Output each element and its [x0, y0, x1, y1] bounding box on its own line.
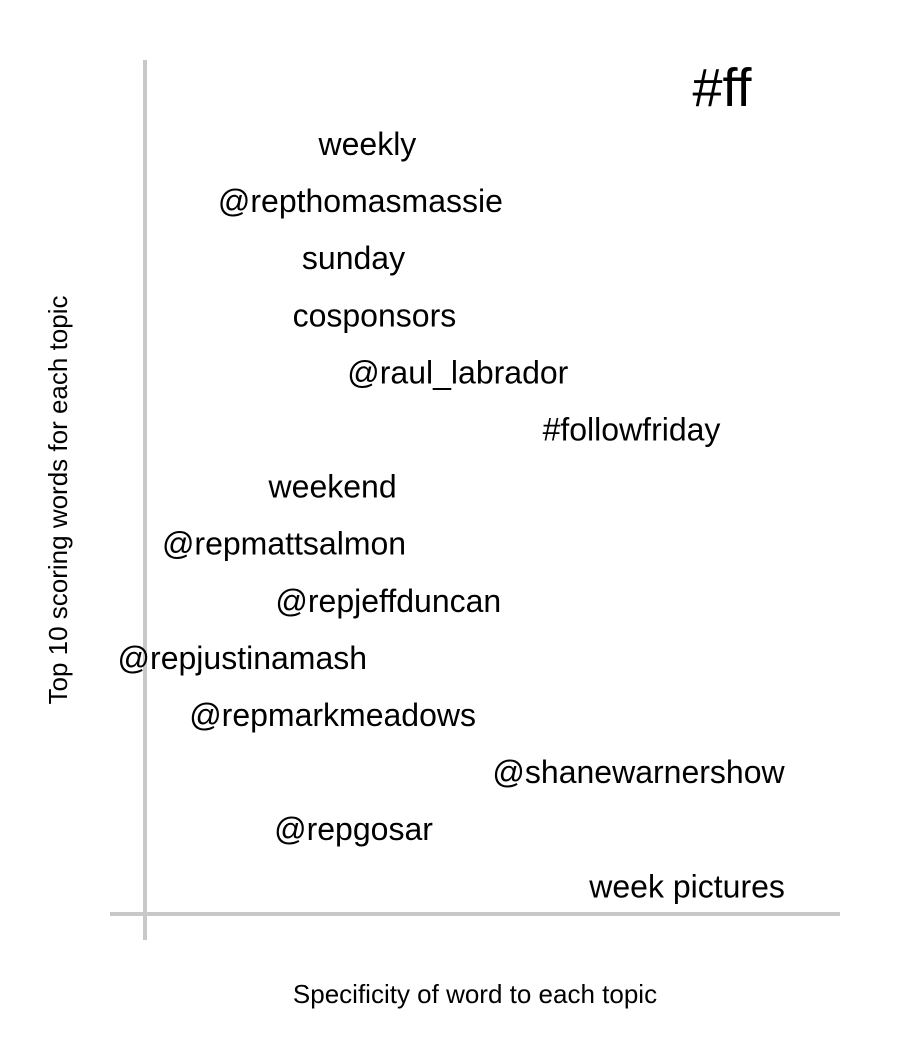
- word-label: week pictures: [588, 868, 785, 904]
- word-label: weekend: [268, 469, 397, 505]
- word-label: weekly: [317, 126, 416, 162]
- word-label: @repjeffduncan: [275, 583, 501, 619]
- word-label: @repthomasmassie: [218, 183, 503, 219]
- y-axis-label: Top 10 scoring words for each topic: [43, 296, 73, 705]
- word-label: @shanewarnershow: [492, 754, 785, 790]
- chart-title: #ff: [692, 58, 752, 118]
- word-label: @repmattsalmon: [162, 526, 406, 562]
- word-label: sunday: [302, 240, 405, 276]
- word-label: cosponsors: [293, 297, 457, 333]
- word-label: @raul_labrador: [347, 354, 568, 390]
- word-list: weekly @repthomasmassie sunday cosponsors @r…: [118, 126, 786, 904]
- word-label: @repmarkmeadows: [189, 697, 476, 733]
- word-label: @repjustinamash: [118, 640, 367, 676]
- word-label: #followfriday: [543, 412, 721, 448]
- x-axis-label: Specificity of word to each topic: [293, 979, 657, 1009]
- word-label: @repgosar: [274, 811, 433, 847]
